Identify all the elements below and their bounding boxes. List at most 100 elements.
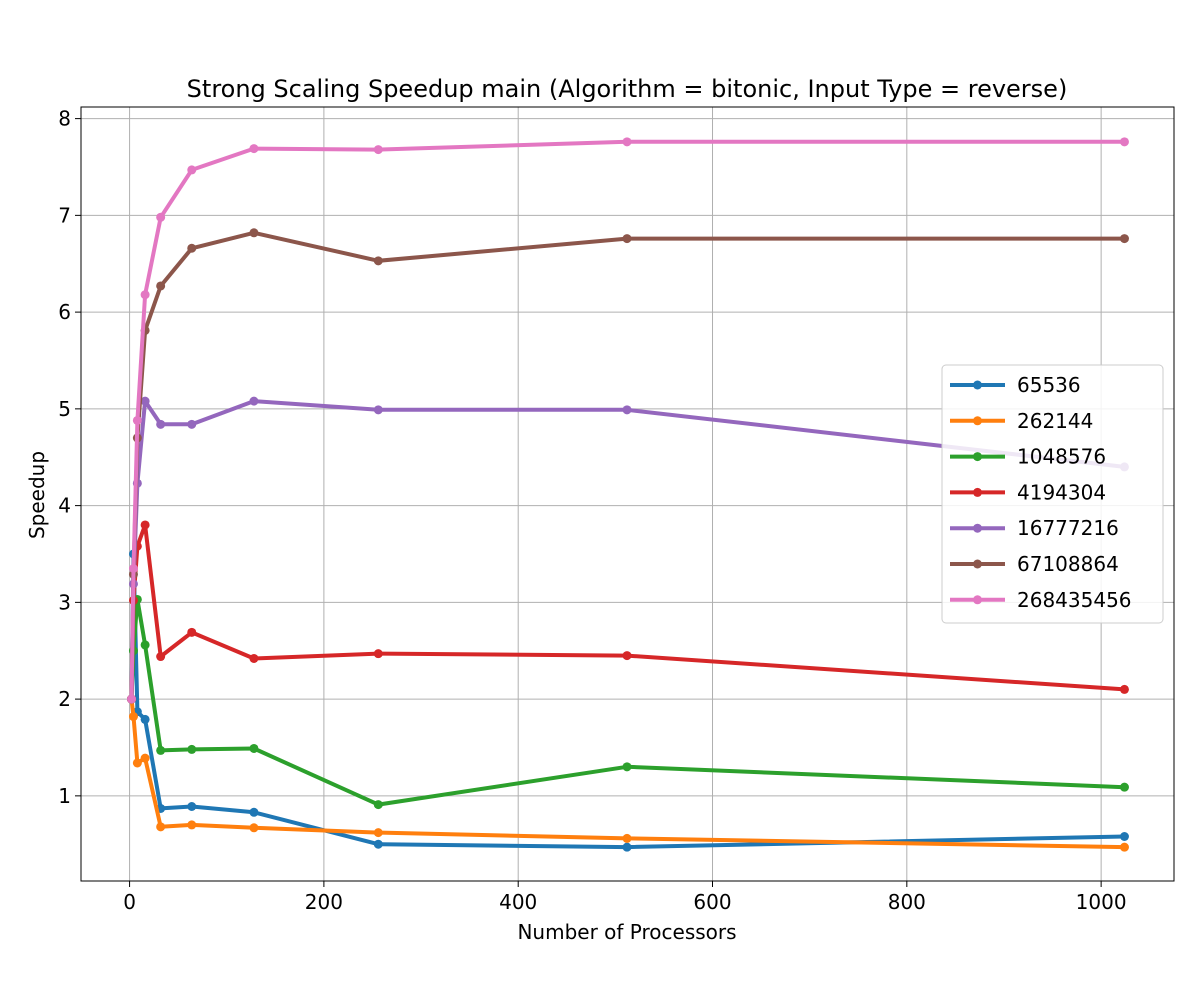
data-point [1119,684,1129,694]
data-point [187,802,197,812]
data-point [140,396,150,406]
y-tick-label: 1 [58,784,71,808]
x-axis-title: Number of Processors [517,920,736,944]
data-point [187,820,197,830]
y-tick-label: 4 [58,494,71,518]
series-line [129,697,1127,850]
axis-ticks: 0 200 400 600 800 1000 1 2 3 4 5 6 7 8 [58,107,1126,914]
data-point [140,520,150,530]
x-tick-label: 800 [888,890,926,914]
legend-marker [973,487,982,497]
data-point [373,405,383,415]
series-268435456 [127,137,1129,704]
data-point [187,744,197,754]
data-point [1119,234,1129,244]
data-point [249,228,259,238]
data-point [373,649,383,659]
data-point [127,694,137,704]
y-tick-label: 5 [58,397,71,421]
plot-frame [80,106,1175,882]
data-point [622,651,632,661]
legend-label: 67108864 [1017,552,1119,576]
y-tick-label: 6 [58,300,71,324]
legend-item: 67108864 [950,552,1119,576]
legend-marker [973,523,982,533]
series-1048576 [127,594,1129,810]
data-point [622,405,632,415]
legend-label: 268435456 [1017,588,1132,612]
data-point [373,828,383,838]
y-tick-label: 8 [58,107,71,131]
data-point [249,653,259,663]
data-point [373,256,383,266]
x-tick-label: 1000 [1076,890,1127,914]
chart-title: Strong Scaling Speedup main (Algorithm =… [187,75,1068,103]
legend-marker [973,380,982,390]
x-tick-label: 0 [123,890,136,914]
legend-item: 268435456 [950,588,1132,612]
data-point [622,234,632,244]
data-point [373,800,383,810]
data-point [156,652,166,662]
data-point [128,712,138,722]
data-point [373,145,383,155]
legend-marker [973,416,982,426]
data-point [622,762,632,772]
legend-marker [973,595,982,605]
data-point [140,640,150,650]
data-point [622,137,632,147]
data-point [249,144,259,154]
legend-label: 16777216 [1017,516,1119,540]
data-point [1119,782,1129,792]
x-tick-label: 200 [305,890,343,914]
data-point [187,243,197,253]
data-point [249,743,259,753]
data-point [373,839,383,849]
y-tick-label: 7 [58,203,71,227]
data-point [1119,137,1129,147]
y-tick-label: 3 [58,590,71,614]
data-point [1119,842,1129,852]
data-point [156,745,166,755]
data-point [156,822,166,832]
legend-item: 262144 [950,409,1093,433]
data-point [1119,831,1129,841]
x-tick-label: 400 [499,890,537,914]
data-point [187,165,197,175]
data-point [622,842,632,852]
legend-label: 262144 [1017,409,1093,433]
series-line [129,139,1127,702]
data-point [622,833,632,843]
data-point [156,212,166,222]
data-point [128,563,138,573]
data-point [187,627,197,637]
legend-item: 1048576 [950,445,1106,469]
y-axis-title: Speedup [25,451,49,539]
legend-item: 65536 [950,373,1081,397]
data-point [249,807,259,817]
legend-item: 4194304 [950,480,1106,504]
data-point [140,714,150,724]
legend-marker [973,452,982,462]
data-point [249,823,259,833]
legend-label: 1048576 [1017,445,1106,469]
series-layer [127,137,1129,852]
data-point [156,281,166,291]
data-point [140,753,150,763]
data-point [132,415,142,425]
y-tick-label: 2 [58,687,71,711]
series-262144 [127,694,1129,852]
legend: 65536 262144 1048576 4194304 16777216 6710886… [941,364,1164,624]
data-point [187,419,197,429]
x-tick-label: 600 [693,890,731,914]
legend-marker [973,559,982,569]
legend-box [941,364,1164,624]
legend-label: 4194304 [1017,480,1106,504]
data-point [132,758,142,768]
legend-label: 65536 [1017,373,1081,397]
legend-item: 16777216 [950,516,1119,540]
data-point [249,396,259,406]
data-point [156,419,166,429]
series-line [129,597,1127,807]
